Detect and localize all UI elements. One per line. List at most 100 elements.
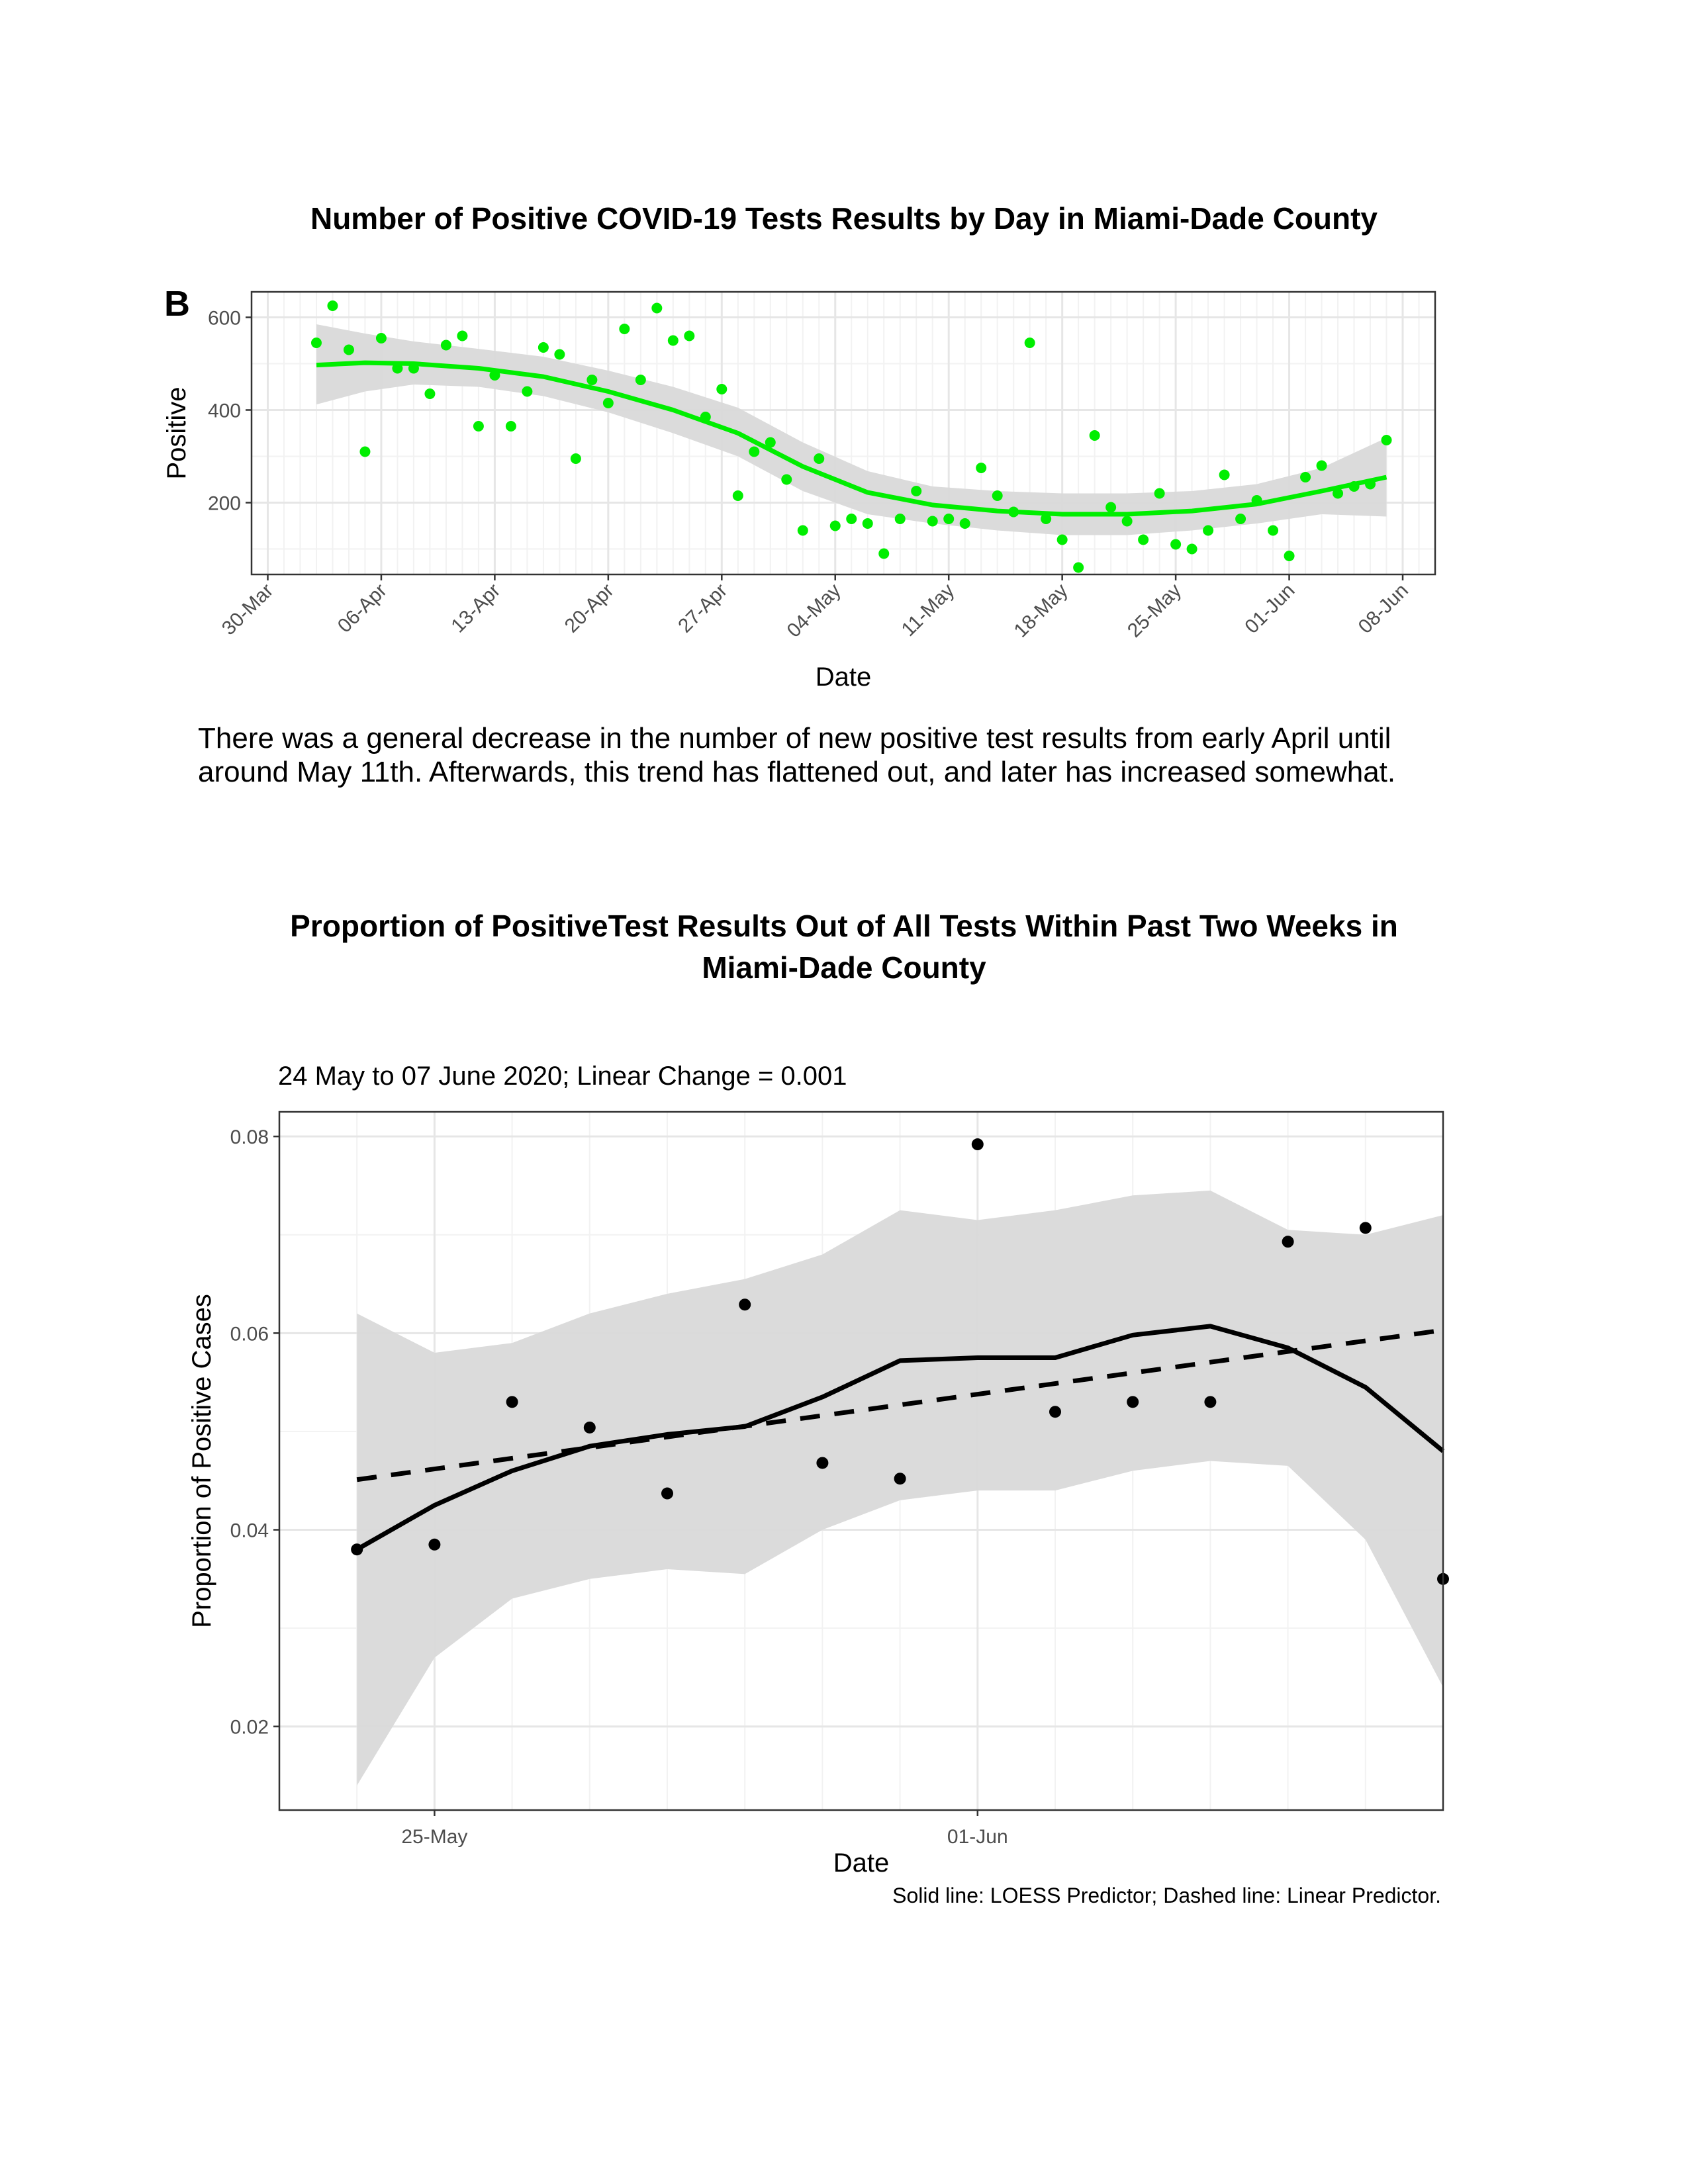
data-point bbox=[1049, 1406, 1061, 1418]
data-point bbox=[635, 375, 646, 385]
data-point bbox=[781, 474, 792, 485]
data-point bbox=[1316, 460, 1327, 471]
data-point bbox=[586, 375, 598, 385]
data-point bbox=[846, 514, 857, 524]
y-tick-label: 200 bbox=[208, 493, 241, 515]
plot-panel bbox=[252, 292, 1435, 574]
data-point bbox=[1300, 472, 1311, 482]
y-tick-label: 600 bbox=[208, 308, 241, 330]
linear-line bbox=[356, 1328, 1444, 1482]
panel-border bbox=[250, 291, 1436, 576]
data-point bbox=[992, 490, 1003, 501]
data-point bbox=[1154, 488, 1165, 499]
data-point bbox=[375, 333, 387, 343]
y-tick-label: 0.08 bbox=[230, 1126, 269, 1148]
data-point bbox=[1235, 514, 1246, 524]
data-point bbox=[943, 514, 955, 524]
data-point bbox=[971, 1138, 984, 1151]
data-point bbox=[1056, 534, 1068, 545]
y-axis-title: Proportion of Positive Cases bbox=[187, 1294, 216, 1628]
data-point bbox=[1105, 502, 1117, 513]
data-point bbox=[1073, 562, 1084, 573]
chart1-title: Number of Positive COVID-19 Tests Result… bbox=[310, 201, 1378, 236]
panel-label: B bbox=[164, 284, 190, 324]
data-point bbox=[976, 463, 987, 473]
data-point bbox=[327, 300, 338, 311]
x-axis-title: Date bbox=[816, 662, 872, 692]
data-point bbox=[959, 518, 970, 529]
data-point bbox=[814, 453, 825, 464]
data-point bbox=[739, 1298, 751, 1311]
data-point bbox=[894, 1473, 906, 1485]
data-point bbox=[765, 437, 776, 448]
y-tick-label: 0.02 bbox=[230, 1717, 269, 1739]
data-point bbox=[797, 525, 808, 536]
x-tick-label: 25-May bbox=[401, 1826, 467, 1848]
smooth-line bbox=[355, 1324, 1445, 1552]
data-point bbox=[602, 398, 614, 408]
data-point bbox=[1127, 1396, 1139, 1408]
data-point bbox=[1186, 543, 1197, 555]
data-point bbox=[359, 446, 371, 457]
data-point bbox=[310, 338, 322, 348]
data-point bbox=[619, 324, 630, 334]
data-point bbox=[911, 486, 922, 496]
data-point bbox=[570, 453, 581, 464]
confidence-ribbon bbox=[316, 324, 1387, 535]
panel-border bbox=[278, 1111, 1444, 1811]
data-point bbox=[829, 520, 841, 531]
data-point bbox=[1024, 338, 1035, 348]
data-point bbox=[538, 342, 549, 353]
data-point bbox=[424, 388, 436, 399]
data-point bbox=[1381, 435, 1392, 445]
data-point bbox=[1359, 1222, 1372, 1234]
data-point bbox=[1333, 488, 1344, 499]
data-point bbox=[749, 446, 760, 457]
chart2-title-line-2: Miami-Dade County bbox=[702, 950, 986, 985]
chart2-title-line-1: Proportion of PositiveTest Results Out o… bbox=[290, 909, 1398, 943]
confidence-ribbon bbox=[357, 1190, 1444, 1786]
data-point bbox=[1041, 514, 1052, 524]
data-point bbox=[927, 516, 938, 527]
data-point bbox=[506, 1396, 518, 1408]
data-point bbox=[505, 421, 516, 432]
data-point bbox=[1089, 430, 1100, 441]
data-point bbox=[878, 548, 890, 559]
x-tick-label: 01-Jun bbox=[947, 1826, 1008, 1848]
data-point bbox=[1282, 1236, 1294, 1248]
data-point bbox=[1121, 516, 1133, 527]
data-point bbox=[1204, 1396, 1217, 1408]
data-point bbox=[554, 349, 565, 360]
data-point bbox=[732, 490, 743, 501]
points bbox=[351, 1138, 1449, 1585]
data-point bbox=[816, 1457, 829, 1469]
data-point bbox=[1219, 469, 1230, 480]
y-axis-title: Positive bbox=[162, 387, 191, 479]
data-point bbox=[1284, 551, 1295, 561]
y-tick-label: 400 bbox=[208, 400, 241, 422]
data-point bbox=[1268, 525, 1279, 536]
data-point bbox=[457, 330, 468, 341]
data-point bbox=[1170, 539, 1182, 550]
data-point bbox=[522, 386, 533, 397]
data-point bbox=[661, 1487, 673, 1500]
data-point bbox=[667, 335, 679, 346]
data-point bbox=[428, 1538, 441, 1551]
chart2-caption: Solid line: LOESS Predictor; Dashed line… bbox=[892, 1884, 1441, 1907]
x-axis-title: Date bbox=[833, 1848, 890, 1878]
y-tick-label: 0.04 bbox=[230, 1520, 269, 1542]
data-point bbox=[716, 384, 727, 394]
data-point bbox=[440, 340, 451, 351]
data-point bbox=[343, 344, 354, 355]
data-point bbox=[862, 518, 873, 529]
chart2-subtitle: 24 May to 07 June 2020; Linear Change = … bbox=[278, 1062, 847, 1091]
data-point bbox=[1138, 534, 1149, 545]
summary-line-2: around May 11th. Afterwards, this trend … bbox=[198, 756, 1396, 788]
data-point bbox=[1203, 525, 1214, 536]
data-point bbox=[583, 1421, 596, 1433]
data-point bbox=[894, 514, 906, 524]
smooth-line bbox=[316, 360, 1387, 517]
data-point bbox=[684, 330, 695, 341]
